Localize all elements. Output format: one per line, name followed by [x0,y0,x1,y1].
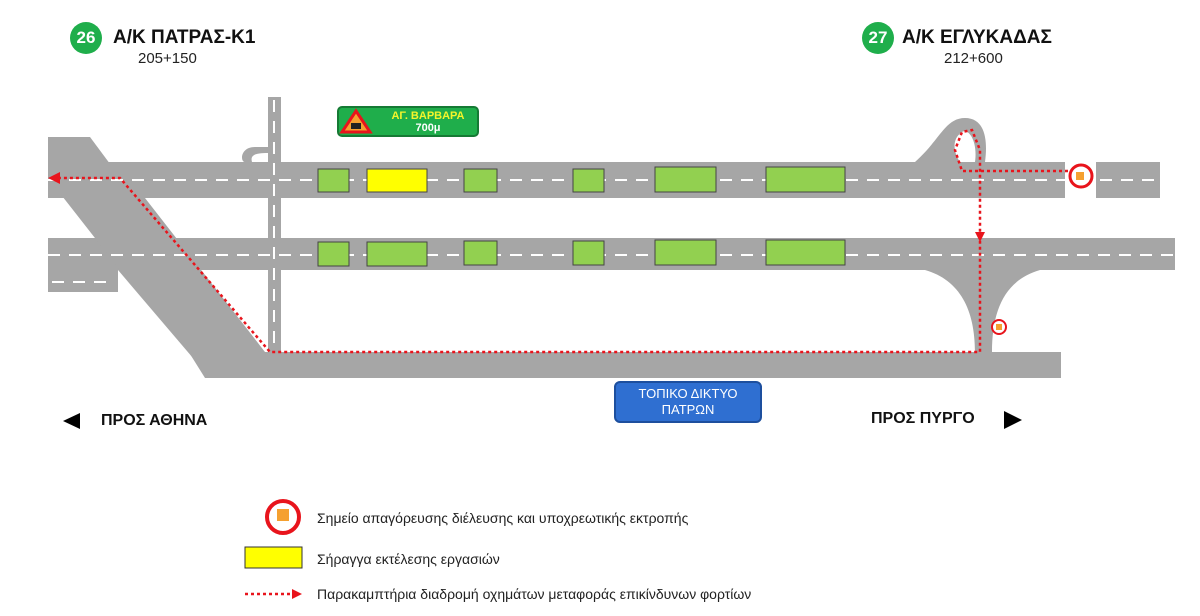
tunnel-segment [572,240,605,266]
junction-name: Α/Κ ΕΓΛΥΚΑΔΑΣ [902,27,1052,48]
tunnel-segment [654,239,717,266]
ramp-diagonal [100,198,265,378]
direction-right: ΠΡΟΣ ΠΥΡΓΟ [871,410,975,427]
junction-name: Α/Κ ΠΑΤΡΑΣ-Κ1 [113,27,256,48]
tunnel-segment [317,241,350,267]
detour-arrow-head [48,172,60,184]
legend-arrow-head [292,589,302,599]
tunnel-warning-icon [339,108,373,134]
legend-label: Σήραγγα εκτέλεσης εργασιών [317,551,500,567]
tunnels [317,166,846,267]
tunnel-segment [463,168,498,193]
junction-badge: 26 [70,22,102,54]
ramp-lower [118,270,248,378]
loop-ramp-east [915,118,986,162]
road-bottom-carriageway [48,238,1175,270]
local-network-line2: ΠΑΤΡΩΝ [661,402,715,417]
tunnel-segment [572,168,605,193]
legend-hazmat-icon [265,499,301,535]
roads [48,97,1175,378]
local-network-line1: ΤΟΠΙΚΟ ΔΙΚΤΥΟ [638,386,738,401]
detour-arrow-down [975,232,985,242]
tunnel-works-segment [366,168,428,193]
tunnel-distance: 700μ [415,122,441,134]
junction-chainage: 205+150 [138,50,197,67]
direction-left: ΠΡΟΣ ΑΘΗΝΑ [101,412,208,429]
tunnel-segment [654,166,717,193]
junction-badge: 27 [862,22,894,54]
no-hazmat-sign-ramp [991,319,1007,335]
tunnel-sign: ΑΓ. ΒΑΡΒΑΡΑ 700μ [337,106,479,137]
arrow-left-icon [63,413,80,429]
tunnel-segment [317,168,350,193]
legend-label: Παρακαμπτήρια διαδρομή οχημάτων μεταφορά… [317,586,752,602]
local-road [235,352,1061,378]
detour-route [58,128,1068,354]
tunnel-segment [765,166,846,193]
lane-markings [48,100,1175,350]
tunnel-segment [765,239,846,266]
uturn-west [242,147,268,162]
no-hazmat-sign-top [1068,163,1094,189]
trumpet-ramp [925,270,1040,352]
tunnel-segment [366,241,428,267]
tunnel-name: ΑΓ. ΒΑΡΒΑΡΑ [391,110,465,122]
tunnel-segment [463,240,498,266]
legend-label: Σημείο απαγόρευσης διέλευσης και υποχρεω… [317,510,689,526]
junction-chainage: 212+600 [944,50,1003,67]
arrow-right-icon [1004,411,1022,429]
legend-yellow-rect [244,546,303,569]
local-network-label: ΤΟΠΙΚΟ ΔΙΚΤΥΟ ΠΑΤΡΩΝ [614,381,762,423]
